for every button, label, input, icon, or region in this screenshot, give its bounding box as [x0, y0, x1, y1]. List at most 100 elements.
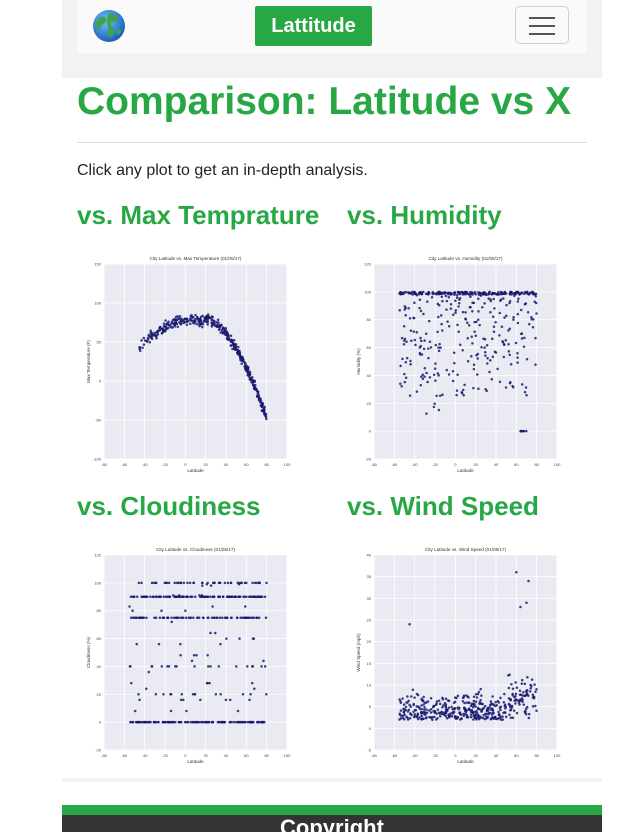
data-point	[480, 716, 483, 719]
data-point	[164, 595, 168, 599]
data-point	[475, 696, 479, 699]
data-point	[404, 708, 407, 712]
data-point	[459, 718, 462, 721]
x-axis-label: Latitude	[457, 468, 474, 473]
data-point	[447, 706, 451, 710]
data-point	[250, 681, 254, 685]
data-point	[229, 334, 233, 337]
y-tick-label: 150	[94, 262, 101, 267]
data-point	[201, 581, 204, 585]
data-point	[245, 595, 248, 599]
plot-wind-speed[interactable]: -80 -60 -40 -20 0 20 40 60 80 100 40 35 30 25 20 15 10 5 0…	[352, 543, 572, 768]
plot-area	[104, 264, 287, 459]
data-point	[453, 291, 456, 295]
data-point	[262, 720, 265, 724]
data-point	[401, 714, 405, 717]
data-point	[128, 605, 131, 608]
data-point	[157, 642, 161, 646]
data-point	[217, 665, 221, 668]
plot-heading-cloudiness[interactable]: vs. Cloudiness	[77, 491, 261, 521]
data-point	[509, 716, 513, 719]
data-point	[491, 695, 494, 698]
data-point	[139, 720, 143, 724]
data-point	[191, 720, 194, 724]
y-tick-label: 10	[367, 683, 372, 688]
brand-button[interactable]: Lattitude	[255, 6, 372, 46]
data-point	[257, 616, 261, 619]
plot-heading-max-temp[interactable]: vs. Max Temprature	[77, 200, 320, 230]
data-point	[454, 714, 457, 718]
data-point	[166, 616, 169, 619]
data-point	[421, 373, 425, 376]
data-point	[508, 327, 511, 330]
data-point	[427, 290, 430, 294]
data-point	[180, 595, 184, 599]
data-point	[236, 581, 239, 585]
data-point	[507, 329, 510, 332]
data-point	[198, 324, 201, 328]
globe-icon[interactable]	[92, 9, 126, 43]
data-point	[484, 354, 487, 357]
data-point	[219, 331, 223, 334]
data-point	[525, 394, 528, 397]
data-point	[487, 297, 490, 300]
data-point	[154, 334, 157, 337]
plot-max-temp[interactable]: -80 -60 -40 -20 0 20 40 60 80 100 150 100 50 0 -50 -100…	[82, 252, 302, 477]
data-point	[418, 707, 422, 711]
data-point	[202, 616, 205, 619]
data-point	[154, 616, 158, 619]
data-point	[437, 408, 441, 412]
data-point	[244, 605, 247, 608]
plot-heading-wind-speed[interactable]: vs. Wind Speed	[347, 491, 539, 521]
data-point	[201, 325, 204, 329]
data-point	[483, 337, 487, 341]
data-point	[413, 291, 417, 294]
x-tick-label: 40	[224, 462, 229, 467]
data-point	[438, 290, 442, 294]
data-point	[255, 581, 258, 585]
data-point	[461, 388, 465, 392]
data-point	[184, 609, 187, 612]
data-point	[426, 380, 429, 384]
data-point	[226, 581, 230, 585]
data-point	[524, 709, 527, 713]
data-point	[487, 707, 490, 711]
data-point	[515, 686, 519, 689]
data-point	[416, 717, 420, 721]
data-point	[183, 317, 187, 320]
data-point	[196, 616, 199, 619]
data-point	[175, 318, 179, 321]
data-point	[497, 290, 500, 294]
data-point	[248, 698, 251, 702]
page-title: Comparison: Latitude vs X	[77, 80, 572, 123]
data-point	[512, 316, 515, 319]
data-point	[455, 296, 459, 300]
data-point	[467, 701, 471, 705]
data-point	[431, 715, 434, 719]
data-point	[195, 323, 199, 326]
data-point	[167, 581, 171, 585]
plot-cloudiness[interactable]: -80 -60 -40 -20 0 20 40 60 80 100 120 100 80 60 40 20 0 -…	[82, 543, 302, 768]
menu-toggle-button[interactable]	[515, 6, 569, 44]
data-point	[168, 595, 172, 599]
data-point	[472, 699, 476, 703]
x-tick-label: -20	[432, 462, 439, 467]
data-point	[163, 330, 167, 333]
data-point	[228, 720, 231, 724]
data-point	[195, 654, 198, 657]
data-point	[477, 297, 480, 300]
data-point	[509, 698, 512, 702]
data-point	[210, 324, 214, 327]
data-point	[129, 595, 133, 599]
data-point	[205, 314, 208, 318]
y-tick-label: 20	[367, 401, 372, 406]
plot-heading-humidity[interactable]: vs. Humidity	[347, 200, 502, 230]
x-tick-label: 20	[203, 753, 208, 758]
data-point	[409, 712, 412, 715]
data-point	[426, 300, 429, 303]
data-point	[209, 595, 212, 599]
plot-humidity[interactable]: -80 -60 -40 -20 0 20 40 60 80 100 120 100 80 60 40 20 0 -…	[352, 252, 572, 477]
data-point	[408, 394, 412, 397]
data-point	[209, 665, 212, 668]
x-axis-label: Latitude	[457, 759, 474, 764]
